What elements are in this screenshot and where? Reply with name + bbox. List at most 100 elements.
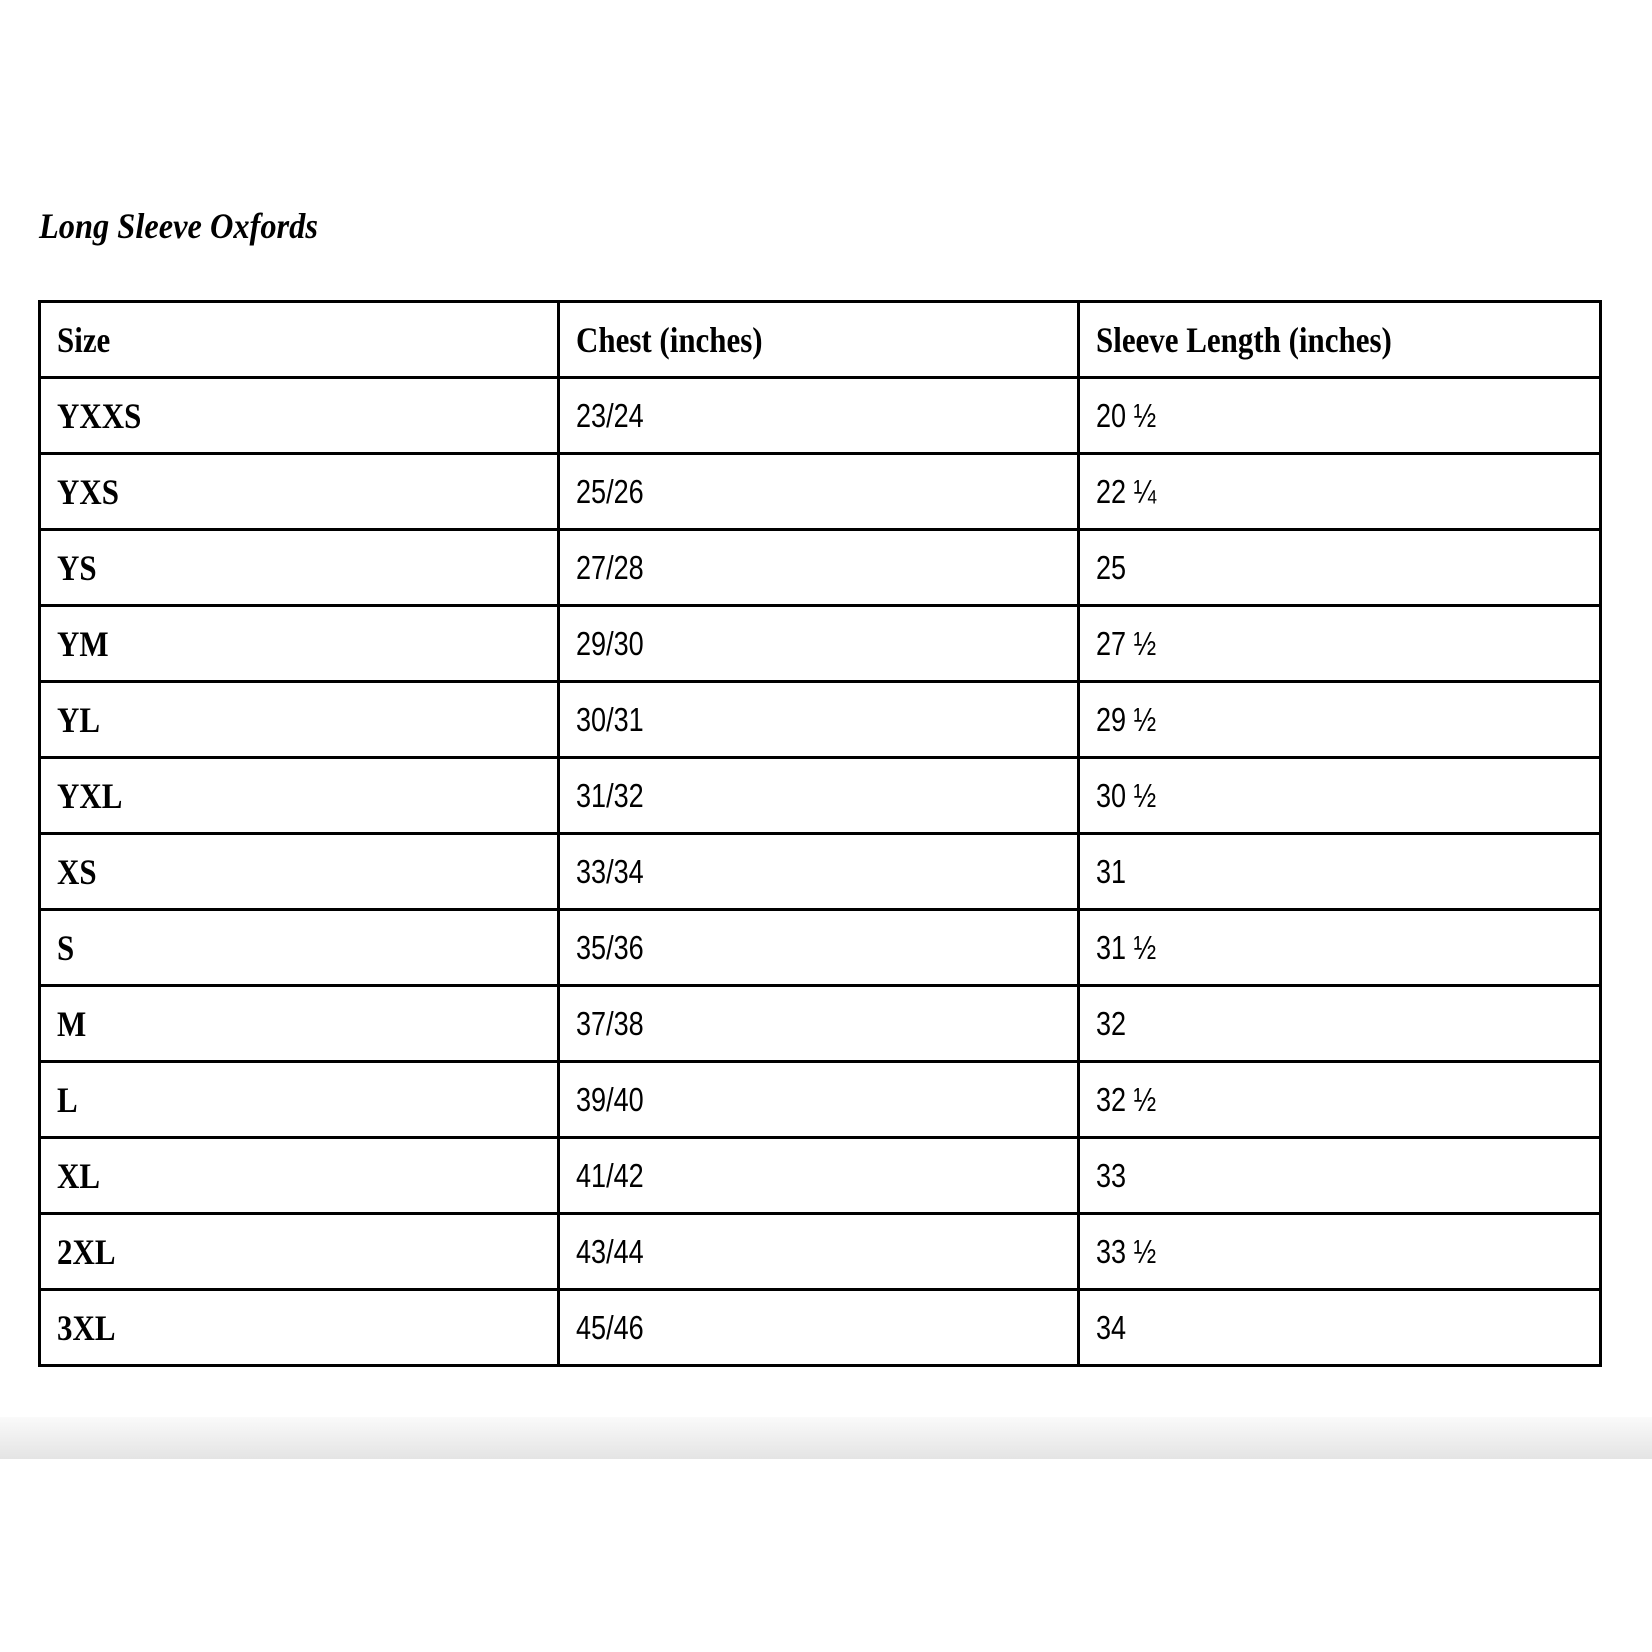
cell-sleeve-length: 32 — [1077, 984, 1602, 1063]
cell-text: 32 — [1096, 1004, 1127, 1042]
cell-size: YL — [38, 680, 560, 759]
cell-sleeve-length: 27 ½ — [1077, 604, 1602, 683]
cell-size: L — [38, 1060, 560, 1139]
cell-chest: 37/38 — [557, 984, 1080, 1063]
cell-size: YXXS — [38, 376, 560, 455]
chart-title: Long Sleeve Oxfords — [39, 206, 318, 246]
cell-size: S — [38, 908, 560, 987]
header-row: Size Chest (inches) Sleeve Length (inche… — [38, 300, 1602, 379]
cell-chest: 25/26 — [557, 452, 1080, 531]
cell-text: 31/32 — [576, 776, 644, 814]
cell-text: 2XL — [57, 1231, 116, 1272]
cell-text: XS — [57, 851, 97, 892]
cell-chest: 39/40 — [557, 1060, 1080, 1139]
cell-text: YXL — [57, 775, 123, 816]
table-row: M 37/38 32 — [38, 984, 1602, 1063]
cell-chest: 41/42 — [557, 1136, 1080, 1215]
cell-chest: 30/31 — [557, 680, 1080, 759]
cell-text: 27 ½ — [1096, 624, 1157, 662]
table-row: S 35/36 31 ½ — [38, 908, 1602, 987]
cell-chest: 35/36 — [557, 908, 1080, 987]
cell-sleeve-length: 33 — [1077, 1136, 1602, 1215]
cell-text: 34 — [1096, 1308, 1127, 1346]
cell-sleeve-length: 25 — [1077, 528, 1602, 607]
cell-text: 39/40 — [576, 1080, 644, 1118]
cell-text: YXS — [57, 471, 119, 512]
cell-text: M — [57, 1003, 87, 1044]
cell-chest: 33/34 — [557, 832, 1080, 911]
cell-chest: 31/32 — [557, 756, 1080, 835]
table-row: YL 30/31 29 ½ — [38, 680, 1602, 759]
cell-text: 33 ½ — [1096, 1232, 1157, 1270]
table-row: YS 27/28 25 — [38, 528, 1602, 607]
cell-chest: 43/44 — [557, 1212, 1080, 1291]
cell-text: 25/26 — [576, 472, 644, 510]
table-row: XS 33/34 31 — [38, 832, 1602, 911]
cell-text: 37/38 — [576, 1004, 644, 1042]
cell-sleeve-length: 20 ½ — [1077, 376, 1602, 455]
cell-chest: 29/30 — [557, 604, 1080, 683]
cell-sleeve-length: 22 ¼ — [1077, 452, 1602, 531]
cell-text: XL — [57, 1155, 101, 1196]
table-row: YXL 31/32 30 ½ — [38, 756, 1602, 835]
table-row: YM 29/30 27 ½ — [38, 604, 1602, 683]
cell-text: 43/44 — [576, 1232, 644, 1270]
cell-text: 45/46 — [576, 1308, 644, 1346]
header-size: Size — [57, 319, 111, 360]
cell-size: XS — [38, 832, 560, 911]
header-chest: Chest (inches) — [576, 319, 763, 360]
cell-sleeve-length: 31 ½ — [1077, 908, 1602, 987]
header-sleeve-length: Sleeve Length (inches) — [1096, 319, 1392, 360]
cell-text: 30 ½ — [1096, 776, 1157, 814]
cell-text: 29/30 — [576, 624, 644, 662]
cell-chest: 27/28 — [557, 528, 1080, 607]
table-row: YXS 25/26 22 ¼ — [38, 452, 1602, 531]
cell-text: 27/28 — [576, 548, 644, 586]
cell-text: 23/24 — [576, 396, 644, 434]
cell-text: S — [57, 927, 75, 968]
cell-sleeve-length: 32 ½ — [1077, 1060, 1602, 1139]
cell-sleeve-length: 33 ½ — [1077, 1212, 1602, 1291]
cell-text: 41/42 — [576, 1156, 644, 1194]
cell-text: YL — [57, 699, 101, 740]
cell-chest: 23/24 — [557, 376, 1080, 455]
cell-sleeve-length: 31 — [1077, 832, 1602, 911]
cell-text: L — [57, 1079, 78, 1120]
cell-size: 2XL — [38, 1212, 560, 1291]
table-row: XL 41/42 33 — [38, 1136, 1602, 1215]
cell-text: 25 — [1096, 548, 1127, 586]
cell-sleeve-length: 30 ½ — [1077, 756, 1602, 835]
size-table: Size Chest (inches) Sleeve Length (inche… — [38, 300, 1602, 1367]
cell-size: YXL — [38, 756, 560, 835]
cell-size: XL — [38, 1136, 560, 1215]
cell-text: 31 ½ — [1096, 928, 1157, 966]
table-row: YXXS 23/24 20 ½ — [38, 376, 1602, 455]
header-cell: Sleeve Length (inches) — [1077, 300, 1602, 379]
table-row: 2XL 43/44 33 ½ — [38, 1212, 1602, 1291]
cell-text: YXXS — [57, 395, 142, 436]
bottom-shadow-band — [0, 1417, 1652, 1459]
cell-text: 3XL — [57, 1307, 116, 1348]
cell-size: YM — [38, 604, 560, 683]
cell-chest: 45/46 — [557, 1288, 1080, 1367]
cell-text: 29 ½ — [1096, 700, 1157, 738]
table-row: 3XL 45/46 34 — [38, 1288, 1602, 1367]
cell-size: YXS — [38, 452, 560, 531]
cell-size: M — [38, 984, 560, 1063]
cell-sleeve-length: 34 — [1077, 1288, 1602, 1367]
cell-text: 33/34 — [576, 852, 644, 890]
cell-text: YM — [57, 623, 109, 664]
header-cell: Size — [38, 300, 560, 379]
cell-size: YS — [38, 528, 560, 607]
table-row: L 39/40 32 ½ — [38, 1060, 1602, 1139]
cell-sleeve-length: 29 ½ — [1077, 680, 1602, 759]
cell-text: 22 ¼ — [1096, 472, 1157, 510]
cell-text: YS — [57, 547, 97, 588]
cell-text: 35/36 — [576, 928, 644, 966]
cell-text: 20 ½ — [1096, 396, 1157, 434]
cell-size: 3XL — [38, 1288, 560, 1367]
cell-text: 30/31 — [576, 700, 644, 738]
header-cell: Chest (inches) — [557, 300, 1080, 379]
cell-text: 33 — [1096, 1156, 1127, 1194]
cell-text: 32 ½ — [1096, 1080, 1157, 1118]
